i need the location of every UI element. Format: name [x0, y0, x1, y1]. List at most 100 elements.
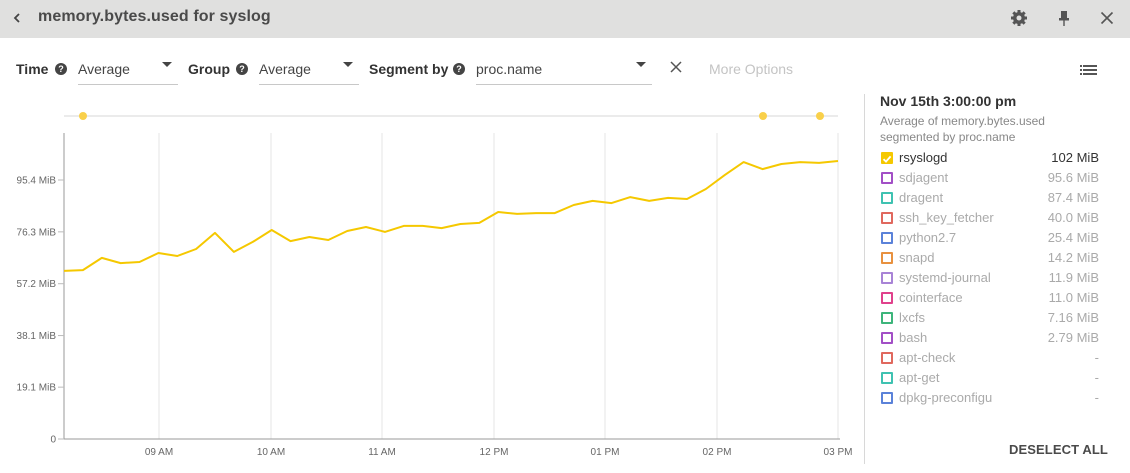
legend-toggle-button[interactable] — [1080, 63, 1097, 75]
legend-item-name: sdjagent — [899, 170, 949, 185]
legend-panel: Nov 15th 3:00:00 pm Average of memory.by… — [880, 93, 1100, 408]
legend-item[interactable]: sdjagent 95.6 MiB — [880, 168, 1100, 188]
panel-header: memory.bytes.used for syslog — [0, 0, 1130, 38]
legend-item-name: dragent — [899, 190, 944, 205]
legend-item-name: lxcfs — [899, 310, 925, 325]
legend-item-value: 87.4 MiB — [1047, 190, 1099, 205]
legend-item[interactable]: apt-check - — [880, 348, 1100, 368]
legend-item[interactable]: cointerface 11.0 MiB — [880, 288, 1100, 308]
legend-item-value: 95.6 MiB — [1047, 170, 1099, 185]
settings-button[interactable] — [1009, 8, 1029, 28]
checkbox-unchecked-icon[interactable] — [881, 332, 893, 344]
legend-item-name: dpkg-preconfigu — [899, 390, 993, 405]
x-tick-label: 03 PM — [824, 447, 853, 458]
legend-item[interactable]: dragent 87.4 MiB — [880, 188, 1100, 208]
pin-button[interactable] — [1054, 8, 1074, 28]
legend-item-name: bash — [899, 330, 928, 345]
time-aggregation-select[interactable]: Average — [78, 52, 178, 85]
legend-description-line2: segmented by proc.name — [880, 130, 1016, 144]
time-label: Time — [16, 61, 49, 77]
list-icon — [1080, 65, 1097, 75]
checkbox-unchecked-icon[interactable] — [881, 292, 893, 304]
legend-item-value: 102 MiB — [1051, 150, 1099, 165]
close-button[interactable] — [1097, 8, 1117, 28]
checkbox-unchecked-icon[interactable] — [881, 192, 893, 204]
checkbox-unchecked-icon[interactable] — [881, 312, 893, 324]
time-help-icon[interactable]: ? — [55, 63, 67, 75]
group-help-icon[interactable]: ? — [236, 63, 248, 75]
more-options-link[interactable]: More Options — [709, 61, 794, 77]
series-line-rsyslogd[interactable] — [63, 160, 839, 272]
checkbox-unchecked-icon[interactable] — [881, 172, 893, 184]
legend-item-value: 7.16 MiB — [1047, 310, 1099, 325]
legend-item-name: snapd — [899, 250, 935, 265]
deselect-all-button[interactable]: DESELECT ALL — [1009, 442, 1108, 457]
legend-item-value: 25.4 MiB — [1047, 230, 1099, 245]
legend-description-line1: Average of memory.bytes.used — [880, 114, 1045, 128]
legend-item[interactable]: ssh_key_fetcher 40.0 MiB — [880, 208, 1100, 228]
segment-help-icon[interactable]: ? — [453, 63, 465, 75]
line-chart[interactable]: 09 AM 10 AM 11 AM 12 PM 01 PM 02 PM 03 PM 0 19.1… — [0, 95, 860, 468]
checkmark-icon — [882, 155, 892, 163]
back-button[interactable] — [10, 8, 24, 28]
chart-canvas[interactable]: 09 AM 10 AM 11 AM 12 PM 01 PM 02 PM 03 PM 0 19.1… — [0, 95, 860, 468]
clear-segment-button[interactable] — [667, 58, 685, 76]
legend-item[interactable]: rsyslogd 102 MiB — [880, 148, 1100, 168]
close-icon — [670, 61, 682, 73]
segment-by-value: proc.name — [476, 61, 543, 77]
legend-item-value: 11.9 MiB — [1048, 270, 1099, 285]
pin-icon — [1059, 11, 1069, 26]
checkbox-unchecked-icon[interactable] — [881, 272, 893, 284]
gear-icon — [1011, 10, 1027, 26]
legend-item-name: systemd-journal — [899, 270, 991, 285]
legend-item-value: 2.79 MiB — [1047, 330, 1099, 345]
legend-list: rsyslogd 102 MiB sdjagent 95.6 MiB dragent 87… — [880, 148, 1100, 408]
y-tick-label: 19.1 MiB — [17, 383, 57, 394]
group-label: Group — [188, 61, 230, 77]
query-controls: Time ? Average Group ? Average Segment b… — [0, 48, 1130, 90]
time-aggregation-value: Average — [78, 61, 130, 77]
legend-item[interactable]: apt-get - — [880, 368, 1100, 388]
chevron-left-icon — [13, 13, 20, 23]
checkbox-unchecked-icon[interactable] — [881, 392, 893, 404]
group-aggregation-value: Average — [259, 61, 311, 77]
legend-item-value: 11.0 MiB — [1048, 290, 1099, 305]
legend-item-name: python2.7 — [899, 230, 957, 245]
legend-item-value: - — [1094, 390, 1099, 405]
legend-item-value: - — [1094, 350, 1099, 365]
group-aggregation-select[interactable]: Average — [259, 52, 359, 85]
legend-divider — [864, 94, 865, 464]
y-tick-label: 38.1 MiB — [17, 331, 57, 342]
segment-label: Segment by — [369, 61, 449, 77]
legend-item[interactable]: snapd 14.2 MiB — [880, 248, 1100, 268]
panel-title: memory.bytes.used for syslog — [38, 8, 271, 25]
caret-down-icon — [343, 62, 353, 67]
legend-item[interactable]: lxcfs 7.16 MiB — [880, 308, 1100, 328]
legend-timestamp: Nov 15th 3:00:00 pm — [880, 93, 1017, 109]
segment-by-select[interactable]: proc.name — [476, 52, 652, 85]
checkbox-checked-icon[interactable] — [881, 152, 893, 164]
legend-item[interactable]: bash 2.79 MiB — [880, 328, 1100, 348]
event-marker[interactable] — [79, 112, 87, 120]
y-tick-label: 76.3 MiB — [17, 227, 57, 238]
checkbox-unchecked-icon[interactable] — [881, 372, 893, 384]
legend-item-name: rsyslogd — [899, 150, 948, 165]
x-tick-label: 09 AM — [145, 447, 173, 458]
y-tick-label: 95.4 MiB — [17, 176, 57, 187]
legend-item[interactable]: systemd-journal 11.9 MiB — [880, 268, 1100, 288]
close-icon — [1100, 11, 1114, 25]
checkbox-unchecked-icon[interactable] — [881, 352, 893, 364]
legend-item-name: apt-get — [899, 370, 940, 385]
legend-item-name: ssh_key_fetcher — [899, 210, 994, 225]
checkbox-unchecked-icon[interactable] — [881, 212, 893, 224]
checkbox-unchecked-icon[interactable] — [881, 252, 893, 264]
legend-item-value: 40.0 MiB — [1047, 210, 1099, 225]
legend-item-value: 14.2 MiB — [1047, 250, 1099, 265]
legend-item[interactable]: python2.7 25.4 MiB — [880, 228, 1100, 248]
caret-down-icon — [636, 62, 646, 67]
x-tick-label: 01 PM — [591, 447, 620, 458]
checkbox-unchecked-icon[interactable] — [881, 232, 893, 244]
event-marker[interactable] — [759, 112, 767, 120]
event-marker[interactable] — [816, 112, 824, 120]
legend-item[interactable]: dpkg-preconfigu - — [880, 388, 1100, 408]
